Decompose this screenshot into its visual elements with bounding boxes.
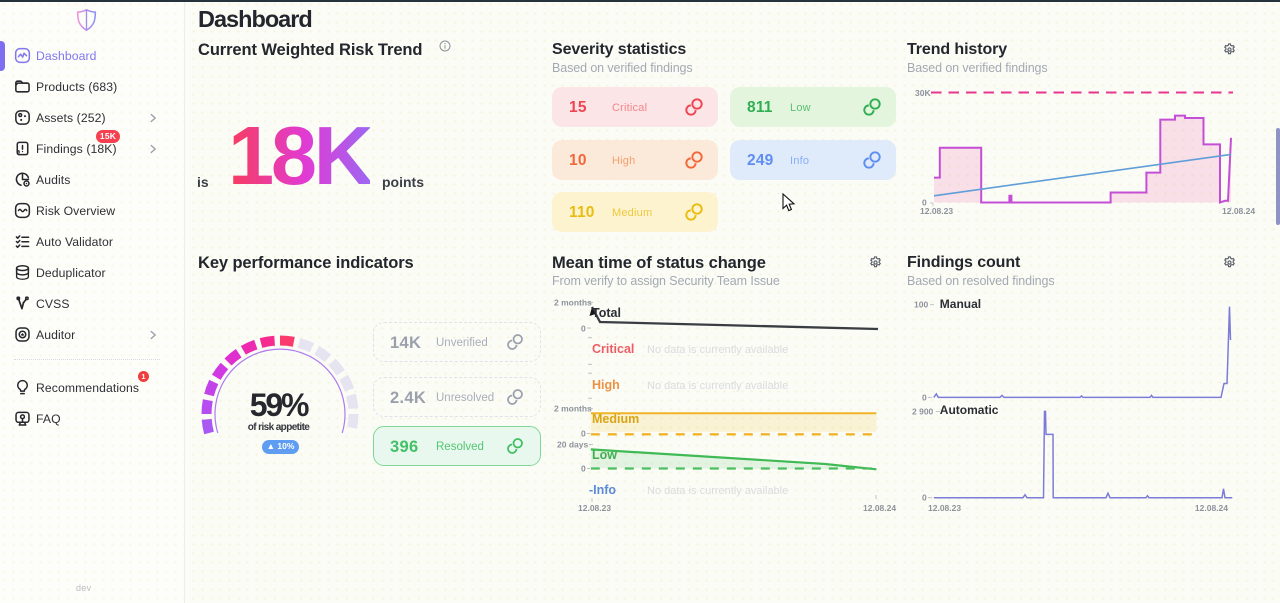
svg-text:Total: Total	[592, 306, 621, 320]
svg-text:No data is currently available: No data is currently available	[647, 344, 788, 356]
svg-text:0: 0	[922, 493, 927, 503]
svg-text:12.08.24: 12.08.24	[863, 503, 896, 513]
svg-text:2 900: 2 900	[912, 406, 934, 416]
svg-text:Medium: Medium	[592, 412, 639, 426]
svg-text:30K: 30K	[915, 88, 931, 98]
svg-text:2 months: 2 months	[554, 298, 592, 308]
svg-text:0: 0	[922, 392, 927, 402]
svg-text:0: 0	[581, 324, 586, 334]
svg-text:Automatic: Automatic	[940, 403, 999, 417]
svg-text:No data is currently available: No data is currently available	[647, 485, 788, 497]
svg-text:0: 0	[581, 464, 586, 474]
svg-text:High: High	[592, 378, 620, 392]
svg-text:12.08.23: 12.08.23	[920, 206, 953, 215]
svg-text:0: 0	[922, 198, 927, 208]
svg-text:12.08.23: 12.08.23	[928, 503, 961, 513]
svg-text:100: 100	[914, 300, 928, 310]
svg-text:20 days: 20 days	[557, 439, 588, 449]
svg-text:-Info: -Info	[589, 483, 616, 497]
svg-text:2 months: 2 months	[554, 404, 592, 414]
svg-text:Critical: Critical	[592, 342, 634, 356]
svg-text:Low: Low	[592, 448, 617, 462]
svg-text:0: 0	[581, 429, 586, 439]
svg-text:Manual: Manual	[940, 297, 981, 311]
svg-text:12.08.23: 12.08.23	[578, 503, 611, 513]
svg-text:12.08.24: 12.08.24	[1195, 503, 1228, 513]
svg-text:12.08.24: 12.08.24	[1222, 206, 1255, 215]
svg-text:No data is currently available: No data is currently available	[647, 380, 788, 392]
